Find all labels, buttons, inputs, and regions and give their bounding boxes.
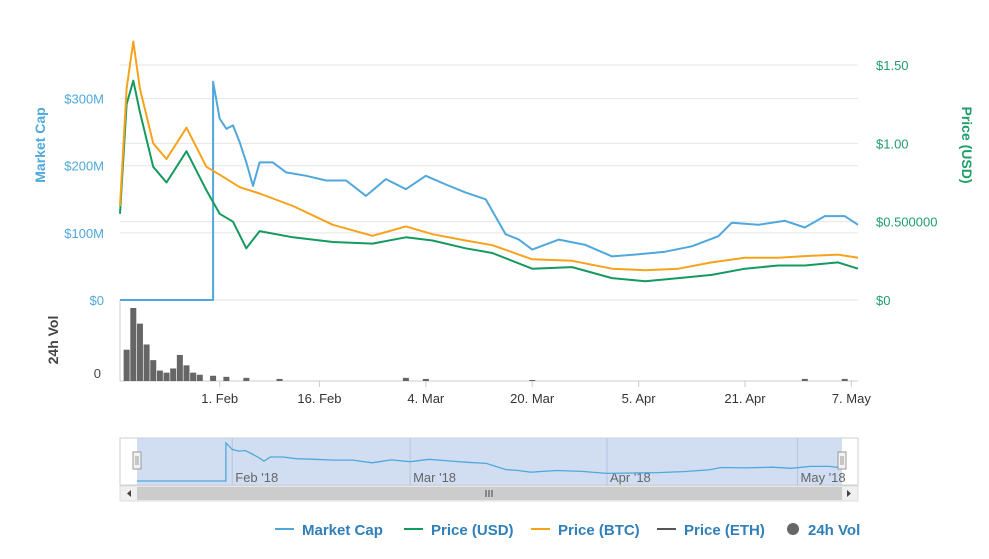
volume-bar <box>801 378 808 381</box>
volume-bar <box>402 377 409 381</box>
x-tick-label: 7. May <box>832 391 872 406</box>
navigator[interactable]: Feb '18 Mar '18 Apr '18 May '18 <box>119 437 859 502</box>
volume-bar <box>223 376 230 381</box>
volume-bar <box>529 379 536 381</box>
volume-bar <box>143 344 150 381</box>
legend-label: 24h Vol <box>808 522 860 539</box>
volume-bar <box>136 323 143 381</box>
left-tick-label: $300M <box>64 92 104 107</box>
volume-bar <box>841 378 848 381</box>
volume-bar <box>183 365 190 381</box>
x-tick-label: 21. Apr <box>724 391 766 406</box>
volume-bar <box>150 360 157 381</box>
navigator-handle[interactable] <box>132 451 142 470</box>
volume-bar <box>130 308 137 381</box>
scroll-left-arrow-icon[interactable] <box>127 490 131 497</box>
legend-symbol-circle-icon <box>787 523 799 535</box>
legend-item[interactable]: Market Cap <box>275 522 383 539</box>
legend-label: Price (BTC) <box>558 522 640 539</box>
navigator-label: Feb '18 <box>235 470 278 485</box>
left-tick-label: $100M <box>64 226 104 241</box>
volume-bar <box>243 377 250 381</box>
volume-bar <box>276 378 283 381</box>
navigator-label: May '18 <box>801 470 846 485</box>
left-axis-title: Market Cap <box>32 107 48 182</box>
series-line-price-usd <box>119 79 859 283</box>
legend-item[interactable]: Price (ETH) <box>657 522 765 539</box>
navigator-series <box>137 441 843 482</box>
series-line-price-btc <box>119 40 859 272</box>
legend-label: Price (ETH) <box>684 522 765 539</box>
navigator-handle[interactable] <box>837 451 847 470</box>
legend-item[interactable]: Price (BTC) <box>531 522 640 539</box>
volume-bar <box>176 354 183 381</box>
legend: Market Cap Price (USD) Price (BTC) Price (E… <box>275 522 860 539</box>
right-tick-label: $0 <box>876 293 890 308</box>
x-tick-label: 4. Mar <box>407 391 445 406</box>
legend-item[interactable]: Price (USD) <box>404 522 514 539</box>
legend-label: Market Cap <box>302 522 383 539</box>
volume-layer <box>123 308 848 381</box>
grid-layer <box>120 64 858 301</box>
volume-bar <box>170 368 177 381</box>
series-line-market-cap <box>120 80 859 301</box>
left-tick-label: $200M <box>64 159 104 174</box>
legend-item[interactable]: 24h Vol <box>787 522 860 539</box>
right-tick-label: $1.50 <box>876 58 909 73</box>
navigator-selection[interactable] <box>137 438 842 485</box>
series-layer <box>119 40 859 301</box>
x-tick-label: 16. Feb <box>297 391 341 406</box>
scroll-right-arrow-icon[interactable] <box>847 490 851 497</box>
navigator-handle-box[interactable] <box>132 451 142 470</box>
volume-bar <box>210 375 217 381</box>
volume-tick-label: 0 <box>94 366 101 381</box>
navigator-label: Mar '18 <box>413 470 456 485</box>
right-axis-title: Price (USD) <box>959 106 975 183</box>
x-tick-label: 5. Apr <box>622 391 657 406</box>
right-tick-label: $0.500000 <box>876 215 937 230</box>
x-tick-label: 20. Mar <box>510 391 555 406</box>
volume-bar <box>422 378 429 381</box>
volume-axis-title: 24h Vol <box>45 316 61 365</box>
navigator-handle-box[interactable] <box>837 451 847 470</box>
volume-bar <box>190 372 197 381</box>
volume-bar <box>156 370 163 381</box>
left-tick-label: $0 <box>90 293 104 308</box>
axes-layer: $0 $100M $200M $300M $0 $0.500000 $1.00 $1.50 Ma… <box>32 58 975 406</box>
volume-bar <box>123 349 130 381</box>
right-tick-label: $1.00 <box>876 136 909 151</box>
x-tick-label: 1. Feb <box>201 391 238 406</box>
volume-bar <box>196 374 203 381</box>
volume-bar <box>163 372 170 381</box>
legend-label: Price (USD) <box>431 522 514 539</box>
